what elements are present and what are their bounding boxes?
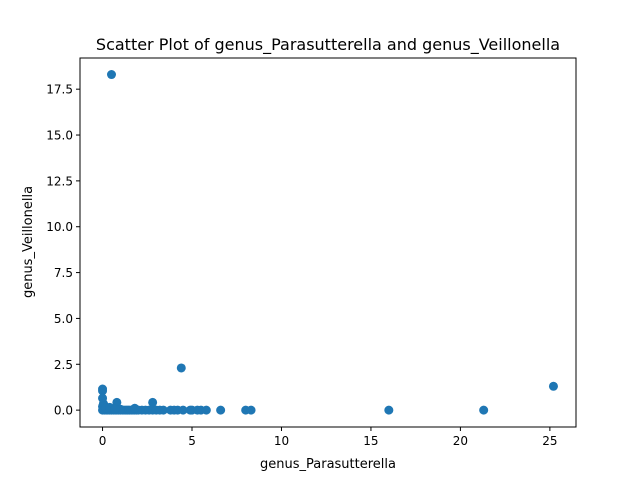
data-point [176, 363, 186, 373]
x-axis-ticks: 0 5 10 15 20 25 [99, 427, 558, 448]
data-point [178, 405, 188, 415]
y-tick-label: 0.0 [54, 404, 73, 418]
data-points [98, 70, 558, 415]
x-tick-label: 20 [453, 434, 468, 448]
x-axis-label: genus_Parasutterella [260, 457, 396, 472]
data-point [479, 405, 489, 415]
data-point [201, 405, 211, 415]
data-point [158, 405, 168, 415]
x-tick-label: 5 [188, 434, 196, 448]
y-axis-label: genus_Veillonella [21, 186, 36, 298]
x-tick-label: 10 [274, 434, 289, 448]
data-point [130, 403, 140, 413]
y-axis-ticks: 0.0 2.5 5.0 7.5 10.0 12.5 15.0 17.5 [46, 83, 80, 418]
data-point [246, 405, 256, 415]
plot-frame [79, 57, 577, 428]
y-tick-label: 10.0 [46, 220, 73, 234]
y-tick-label: 2.5 [54, 358, 73, 372]
data-point [110, 404, 120, 414]
data-point [148, 397, 158, 407]
data-point [384, 405, 394, 415]
data-point [106, 70, 116, 80]
x-tick-label: 0 [99, 434, 107, 448]
y-tick-label: 12.5 [46, 174, 73, 188]
y-tick-label: 5.0 [54, 312, 73, 326]
y-tick-label: 7.5 [54, 266, 73, 280]
y-tick-label: 17.5 [46, 83, 73, 97]
data-point [216, 405, 226, 415]
chart-title: Scatter Plot of genus_Parasutterella and… [96, 35, 560, 55]
x-tick-label: 25 [542, 434, 557, 448]
data-point [98, 386, 108, 396]
data-point [548, 381, 558, 391]
x-tick-label: 15 [363, 434, 378, 448]
y-tick-label: 15.0 [46, 129, 73, 143]
